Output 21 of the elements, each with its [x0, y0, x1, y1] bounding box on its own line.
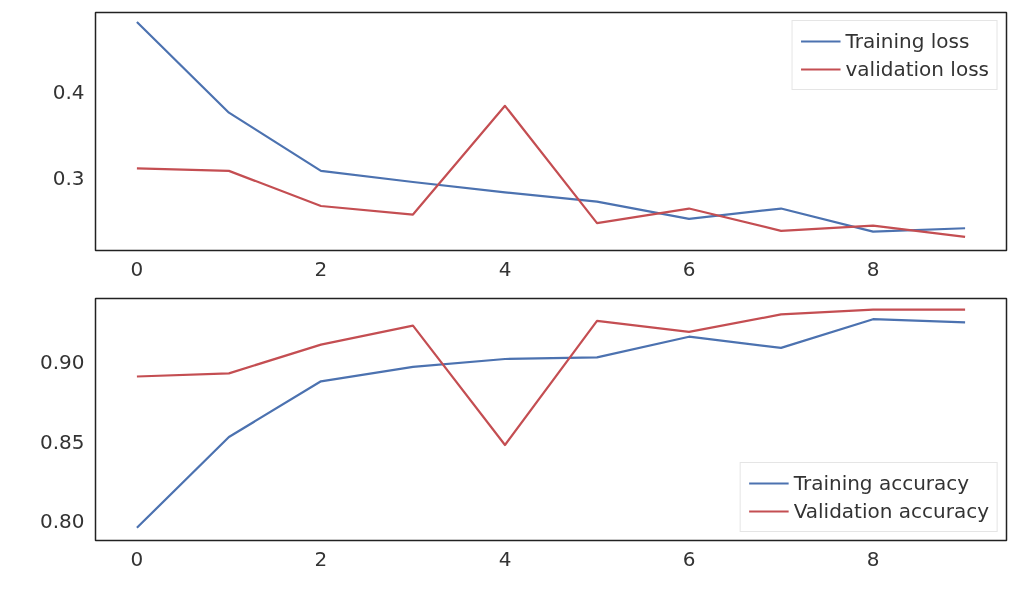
x-tick-label: 6 [682, 546, 696, 571]
x-tick-label: 4 [498, 546, 512, 571]
x-tick-label: 8 [866, 256, 880, 281]
x-tick-label: 4 [498, 256, 512, 281]
y-tick-label: 0.80 [39, 509, 85, 534]
y-tick-label: 0.4 [52, 80, 85, 105]
y-tick-label: 0.3 [52, 165, 85, 190]
x-tick-label: 2 [314, 546, 328, 571]
line-series [135, 104, 967, 238]
legend-label: Validation accuracy [793, 499, 989, 523]
y-tick-label: 0.90 [39, 350, 85, 375]
legend-label: Training accuracy [793, 471, 970, 495]
x-tick-label: 0 [130, 256, 144, 281]
x-tick-label: 2 [314, 256, 328, 281]
legend-label: Training loss [845, 29, 970, 53]
y-tick-label: 0.85 [39, 429, 85, 454]
x-tick-label: 6 [682, 256, 696, 281]
x-tick-label: 8 [866, 546, 880, 571]
line-series [135, 308, 967, 447]
x-tick-label: 0 [130, 546, 144, 571]
legend-label: validation loss [845, 57, 989, 81]
